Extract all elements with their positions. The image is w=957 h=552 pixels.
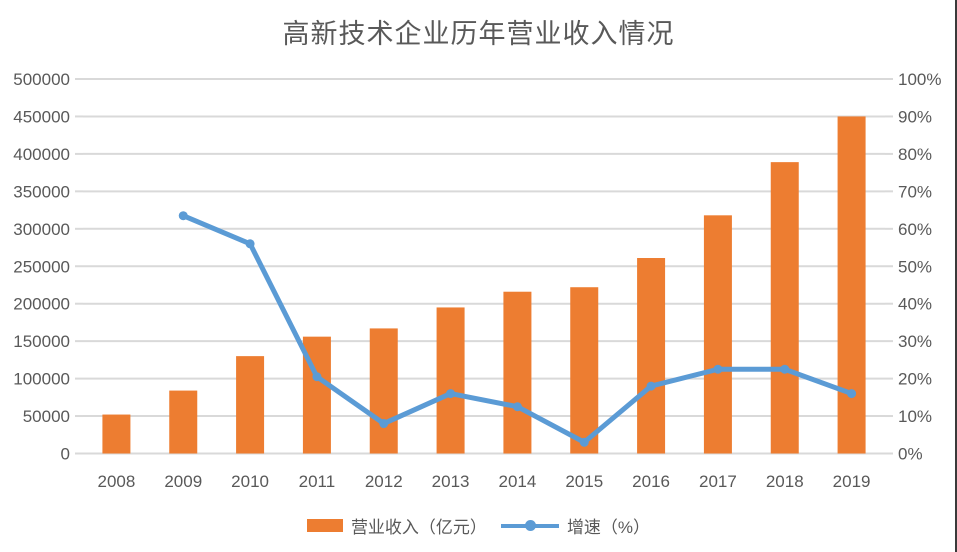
x-axis-label: 2012	[365, 472, 403, 491]
revenue-bar-2008	[102, 414, 131, 454]
y-axis-left-label: 50000	[23, 407, 70, 426]
x-axis-label: 2013	[432, 472, 470, 491]
growth-point-2009	[178, 211, 188, 221]
legend: 营业收入（亿元） 增速（%）	[0, 513, 957, 538]
y-axis-right-label: 0%	[898, 445, 923, 464]
y-axis-right-label: 50%	[898, 257, 932, 276]
y-axis-left-label: 350000	[13, 182, 70, 201]
revenue-legend-label: 营业收入（亿元）	[350, 518, 487, 537]
x-axis-label: 2008	[98, 472, 136, 491]
y-axis-right-label: 70%	[898, 182, 932, 201]
x-axis-label: 2019	[833, 472, 871, 491]
revenue-bar-2012	[369, 328, 398, 454]
y-axis-right-label: 10%	[898, 407, 932, 426]
growth-point-2015	[579, 437, 589, 447]
growth-point-2013	[446, 389, 456, 399]
growth-legend-dot	[524, 520, 536, 531]
growth-point-2012	[379, 419, 389, 429]
legend-item-revenue: 营业收入（亿元）	[306, 513, 487, 538]
x-axis-label: 2009	[164, 472, 202, 491]
growth-point-2019	[847, 389, 857, 399]
y-axis-left-label: 150000	[13, 332, 70, 351]
y-axis-left-label: 450000	[13, 107, 70, 126]
right-edge-border	[955, 0, 957, 552]
growth-point-2018	[780, 364, 790, 374]
x-axis-label: 2015	[565, 472, 603, 491]
revenue-bar-2013	[436, 307, 465, 454]
growth-legend-swatch	[500, 519, 559, 532]
y-axis-right-label: 20%	[898, 370, 932, 389]
growth-point-2016	[646, 381, 656, 391]
revenue-bar-2017	[703, 215, 732, 454]
y-axis-left-label: 250000	[13, 257, 70, 276]
y-axis-right-label: 80%	[898, 145, 932, 164]
growth-point-2011	[312, 372, 322, 382]
y-axis-left-label: 500000	[13, 70, 70, 89]
x-axis-label: 2010	[231, 472, 269, 491]
revenue-bar-2015	[570, 287, 599, 454]
revenue-bar-2016	[637, 258, 666, 454]
x-axis-label: 2016	[632, 472, 670, 491]
x-axis-label: 2017	[699, 472, 737, 491]
y-axis-right-label: 100%	[898, 70, 941, 89]
y-axis-right-label: 60%	[898, 220, 932, 239]
revenue-bar-2018	[770, 162, 799, 454]
revenue-bar-2010	[236, 356, 265, 454]
revenue-legend-swatch	[306, 519, 343, 532]
legend-item-growth: 增速（%）	[500, 513, 651, 538]
y-axis-left-label: 100000	[13, 370, 70, 389]
y-axis-left-label: 300000	[13, 220, 70, 239]
y-axis-right-label: 30%	[898, 332, 932, 351]
growth-point-2010	[245, 239, 255, 249]
y-axis-left-label: 200000	[13, 295, 70, 314]
x-axis-label: 2018	[766, 472, 804, 491]
y-axis-left-label: 0	[61, 445, 70, 464]
x-axis-label: 2011	[299, 472, 336, 491]
growth-point-2017	[713, 364, 723, 374]
growth-point-2014	[512, 402, 522, 412]
revenue-bar-2014	[503, 291, 532, 454]
y-axis-right-label: 90%	[898, 107, 932, 126]
chart-title: 高新技术企业历年营业收入情况	[282, 19, 675, 50]
x-axis-label: 2014	[499, 472, 537, 491]
y-axis-right-label: 40%	[898, 295, 932, 314]
y-axis-left-label: 400000	[13, 145, 70, 164]
revenue-bar-2019	[837, 116, 866, 454]
growth-legend-label: 增速（%）	[566, 518, 651, 537]
revenue-bar-2009	[169, 390, 198, 454]
